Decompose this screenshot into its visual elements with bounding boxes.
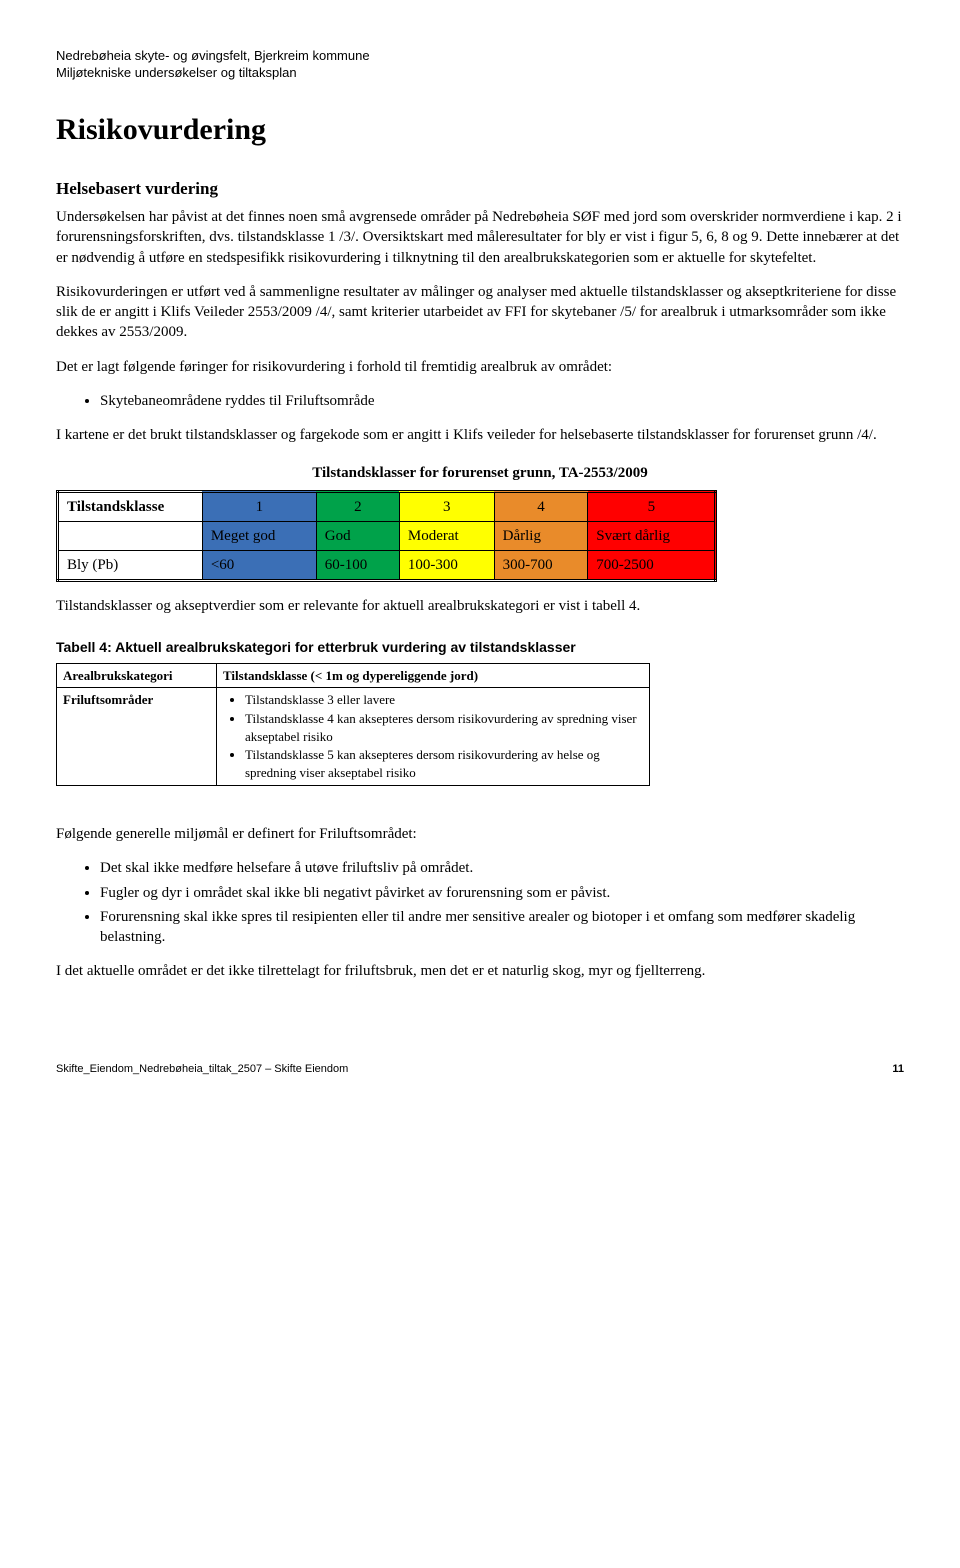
arealbruk-table: Arealbrukskategori Tilstandsklasse (< 1m…	[56, 663, 650, 786]
table4-title: Tabell 4: Aktuell arealbrukskategori for…	[56, 638, 904, 657]
paragraph-4: I kartene er det brukt tilstandsklasser …	[56, 425, 904, 445]
quality-label-cell: God	[316, 521, 399, 550]
table-header-cell: Tilstandsklasse (< 1m og dypereliggende …	[217, 663, 650, 688]
class-number-cell: 3	[399, 491, 494, 521]
arealbruk-label: Friluftsområder	[57, 688, 217, 786]
list-item: Tilstandsklasse 4 kan aksepteres dersom …	[245, 710, 643, 745]
table-row: Bly (Pb) <60 60-100 100-300 300-700 700-…	[58, 550, 716, 580]
list-item: Forurensning skal ikke spres til resipie…	[100, 907, 904, 948]
page-footer: Skifte_Eiendom_Nedrebøheia_tiltak_2507 –…	[56, 1062, 904, 1077]
table1-caption: Tilstandsklasser for forurenset grunn, T…	[56, 463, 904, 483]
table-row: Meget god God Moderat Dårlig Svært dårli…	[58, 521, 716, 550]
quality-label-cell: Dårlig	[494, 521, 588, 550]
list-item: Fugler og dyr i området skal ikke bli ne…	[100, 883, 904, 903]
quality-label-cell: Moderat	[399, 521, 494, 550]
class-number-cell: 2	[316, 491, 399, 521]
footer-page-number: 11	[892, 1062, 904, 1077]
section-heading: Helsebasert vurdering	[56, 178, 904, 201]
footer-left: Skifte_Eiendom_Nedrebøheia_tiltak_2507 –…	[56, 1062, 348, 1077]
param-value-cell: 300-700	[494, 550, 588, 580]
class-number-cell: 5	[588, 491, 716, 521]
header-line-2: Miljøtekniske undersøkelser og tiltakspl…	[56, 65, 904, 82]
paragraph-3: Det er lagt følgende føringer for risiko…	[56, 357, 904, 377]
list-item: Tilstandsklasse 5 kan aksepteres dersom …	[245, 746, 643, 781]
table-row: Friluftsområder Tilstandsklasse 3 eller …	[57, 688, 650, 786]
class-number-cell: 1	[202, 491, 316, 521]
param-value-cell: 100-300	[399, 550, 494, 580]
param-value-cell: <60	[202, 550, 316, 580]
tilstandsklasse-table: Tilstandsklasse 1 2 3 4 5 Meget god God …	[56, 490, 717, 582]
paragraph-2: Risikovurderingen er utført ved å sammen…	[56, 282, 904, 343]
param-value-cell: 60-100	[316, 550, 399, 580]
param-value-cell: 700-2500	[588, 550, 716, 580]
table-header-cell: Tilstandsklasse	[58, 491, 203, 521]
list-item: Det skal ikke medføre helsefare å utøve …	[100, 858, 904, 878]
list-item: Skytebaneområdene ryddes til Friluftsomr…	[100, 391, 904, 411]
paragraph-1: Undersøkelsen har påvist at det finnes n…	[56, 207, 904, 268]
bullet-list-1: Skytebaneområdene ryddes til Friluftsomr…	[56, 391, 904, 411]
arealbruk-items: Tilstandsklasse 3 eller lavere Tilstands…	[217, 688, 650, 786]
page-header: Nedrebøheia skyte- og øvingsfelt, Bjerkr…	[56, 48, 904, 82]
list-item: Tilstandsklasse 3 eller lavere	[245, 691, 643, 709]
paragraph-7: I det aktuelle området er det ikke tilre…	[56, 961, 904, 981]
bullet-list-2: Det skal ikke medføre helsefare å utøve …	[56, 858, 904, 947]
page-title: Risikovurdering	[56, 110, 904, 151]
quality-label-cell: Svært dårlig	[588, 521, 716, 550]
table-header-cell	[58, 521, 203, 550]
class-number-cell: 4	[494, 491, 588, 521]
header-line-1: Nedrebøheia skyte- og øvingsfelt, Bjerkr…	[56, 48, 904, 65]
table-header-cell: Arealbrukskategori	[57, 663, 217, 688]
paragraph-6: Følgende generelle miljømål er definert …	[56, 824, 904, 844]
table-row: Tilstandsklasse 1 2 3 4 5	[58, 491, 716, 521]
table-row: Arealbrukskategori Tilstandsklasse (< 1m…	[57, 663, 650, 688]
quality-label-cell: Meget god	[202, 521, 316, 550]
param-label-cell: Bly (Pb)	[58, 550, 203, 580]
paragraph-5: Tilstandsklasser og akseptverdier som er…	[56, 596, 904, 616]
